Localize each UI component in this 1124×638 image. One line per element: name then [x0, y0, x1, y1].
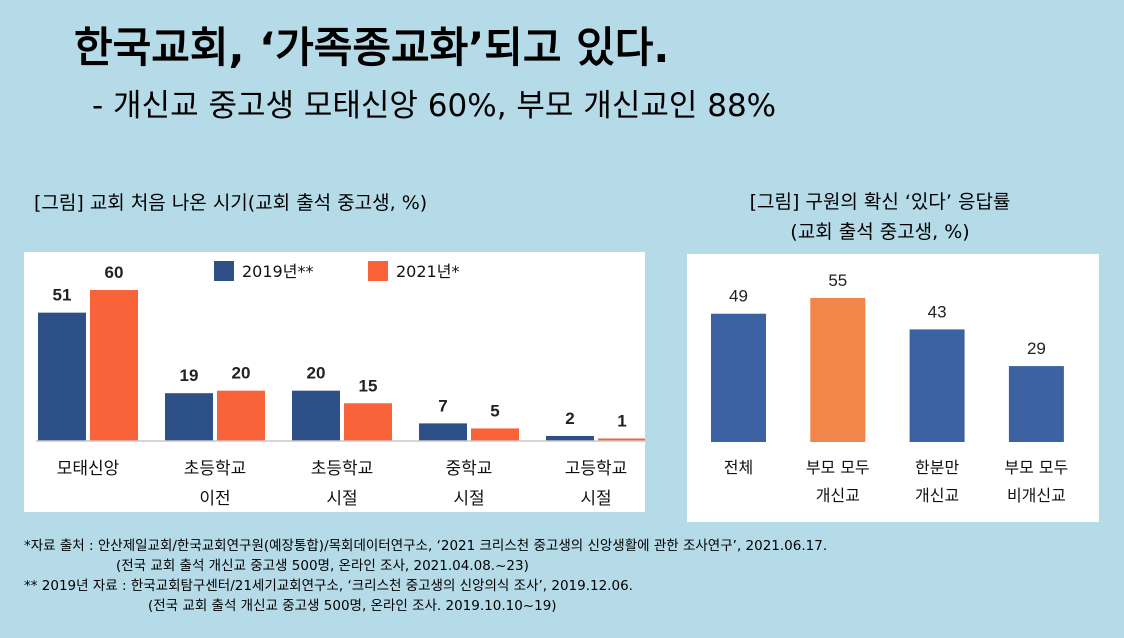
data-label: 19 [180, 366, 199, 385]
data-label: 15 [359, 376, 378, 395]
page-title: 한국교회, ‘가족종교화’되고 있다. [74, 23, 670, 72]
bar-3 [1008, 366, 1064, 442]
category-label: 초등학교 [184, 459, 247, 479]
bar-1 [810, 298, 866, 442]
data-label: 60 [105, 263, 124, 282]
data-label: 1 [617, 411, 626, 430]
bar-2019-2 [292, 390, 340, 441]
bar-2021-1 [217, 390, 265, 441]
legend-label: 2021년* [396, 262, 459, 281]
legend-swatch [368, 261, 388, 281]
data-label: 49 [729, 287, 748, 306]
data-label: 20 [307, 364, 326, 383]
legend-swatch [214, 261, 234, 281]
chart2-caption: [그림] 구원의 확신 ‘있다’ 응답률 (교회 출석 중고생, %) [690, 187, 1070, 247]
data-label: 29 [1027, 339, 1046, 358]
bar-2 [909, 329, 965, 442]
category-label: 시절 [326, 489, 357, 509]
category-label: 이전 [199, 489, 230, 509]
bar-2021-2 [344, 403, 392, 441]
category-label: 시절 [453, 489, 484, 509]
data-label: 7 [438, 396, 447, 415]
footnote-method-2021: (전국 교회 출석 개신교 중고생 500명, 온라인 조사, 2021.04.… [116, 558, 529, 574]
category-label: 중학교 [446, 459, 493, 479]
bar-2021-4 [598, 438, 645, 441]
chart2-title: [그림] 구원의 확신 ‘있다’ 응답률 [749, 191, 1011, 213]
footnote-method-2019: (전국 교회 출석 개신교 중고생 500명, 온라인 조사. 2019.10.… [148, 598, 557, 614]
legend-label: 2019년** [242, 262, 313, 281]
bar-2019-4 [546, 435, 594, 441]
category-label: 전체 [724, 458, 753, 477]
data-label: 43 [928, 302, 947, 321]
category-label: 시절 [580, 489, 611, 509]
bar-0 [711, 313, 766, 442]
chart1-title: [그림] 교회 처음 나온 시기(교회 출석 중고생, %) [34, 192, 428, 214]
category-label: 비개신교 [1007, 486, 1066, 505]
page-subtitle: - 개신교 중고생 모태신앙 60%, 부모 개신교인 88% [92, 88, 777, 124]
category-label: 초등학교 [311, 459, 374, 479]
data-label: 2 [565, 409, 574, 428]
category-label: 부모 모두 [1004, 458, 1068, 477]
bar-2019-3 [419, 423, 467, 441]
data-label: 5 [490, 401, 499, 420]
data-label: 51 [53, 286, 72, 305]
footnotes: *자료 출처 : 안산제일교회/한국교회연구원(예장통합)/목회데이터연구소, … [24, 536, 827, 616]
bar-2019-1 [165, 393, 213, 441]
bar-2021-3 [471, 428, 519, 441]
footnote-source-2021: *자료 출처 : 안산제일교회/한국교회연구원(예장통합)/목회데이터연구소, … [24, 538, 828, 554]
data-label: 20 [232, 364, 251, 383]
category-label: 개신교 [915, 486, 959, 505]
data-label: 55 [828, 271, 847, 290]
chart2-subtitle: (교회 출석 중고생, %) [790, 221, 970, 243]
category-label: 모태신앙 [57, 459, 120, 479]
bar-2021-0 [90, 290, 138, 441]
category-label: 한분만 [915, 458, 959, 477]
category-label: 개신교 [816, 486, 860, 505]
bar-2019-0 [38, 312, 86, 441]
category-label: 부모 모두 [806, 458, 870, 477]
category-label: 고등학교 [565, 459, 628, 479]
footnote-source-2019: ** 2019년 자료 : 한국교회탐구센터/21세기교회연구소, ‘크리스천 … [24, 578, 633, 594]
